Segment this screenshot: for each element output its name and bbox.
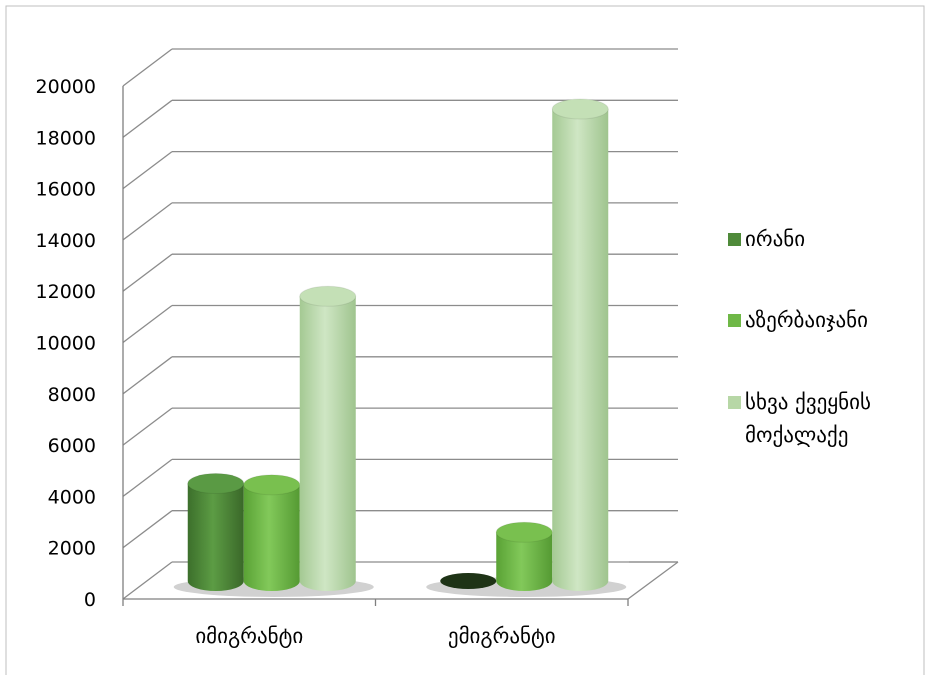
bar — [187, 473, 245, 591]
legend-swatch — [728, 233, 741, 246]
legend-item: ირანი — [728, 227, 805, 251]
y-tick-label: 14000 — [36, 230, 96, 252]
bar-body — [496, 532, 553, 591]
y-tick-label: 20000 — [36, 76, 96, 98]
bar-body — [299, 296, 356, 591]
gridline-diagonal — [122, 48, 173, 87]
gridline-diagonal — [122, 99, 173, 138]
chart-border — [5, 5, 925, 679]
y-tick-label: 0 — [84, 589, 96, 611]
bar-zero-cap — [440, 573, 497, 589]
y-tick-label: 8000 — [48, 384, 96, 406]
y-tick-label: 4000 — [48, 486, 96, 508]
legend-swatch — [728, 314, 741, 327]
bar-body — [552, 109, 609, 591]
legend-item: აზერბაიჯანი — [728, 308, 868, 332]
legend-swatch — [728, 396, 741, 409]
bar-top — [187, 473, 245, 495]
gridline-diagonal — [122, 561, 173, 600]
gridline-diagonal — [122, 407, 173, 446]
bar-top — [243, 474, 301, 496]
legend-label: აზერბაიჯანი — [745, 308, 868, 332]
bar — [495, 521, 553, 591]
x-tick-label: ემიგრანტი — [448, 624, 556, 648]
axes — [122, 86, 629, 606]
gridline-diagonal — [122, 510, 173, 549]
gridline-diagonal — [122, 253, 173, 292]
gridline-diagonal — [122, 458, 173, 497]
y-tick-label: 6000 — [48, 435, 96, 457]
legend: ირანი აზერბაიჯანი სხვა ქვეყნის მოქალაქე — [728, 227, 871, 447]
y-tick-labels: 0 2000 4000 6000 8000 10000 12000 14000 16000 180… — [36, 76, 96, 611]
legend-label: სხვა ქვეყნის — [745, 390, 871, 414]
bar — [299, 285, 357, 591]
y-tick-label: 12000 — [36, 281, 96, 303]
bar-body — [243, 484, 300, 591]
gridline-diagonal — [122, 356, 173, 395]
x-tick-label: იმიგრანტი — [195, 624, 303, 648]
gridline-diagonal — [122, 304, 173, 344]
bar — [440, 573, 497, 589]
legend-label: ირანი — [745, 227, 805, 251]
y-tick-label: 16000 — [36, 179, 96, 201]
floor-edge — [627, 561, 679, 600]
gridline-diagonal — [122, 151, 173, 190]
bar — [551, 98, 609, 591]
y-tick-label: 2000 — [48, 538, 96, 560]
bar — [243, 474, 301, 591]
y-tick-label: 18000 — [36, 127, 96, 149]
bars — [173, 98, 627, 597]
legend-item: სხვა ქვეყნის მოქალაქე — [728, 390, 871, 447]
x-tick-labels: იმიგრანტი ემიგრანტი — [195, 624, 555, 648]
bar-top — [495, 521, 553, 543]
y-tick-label: 10000 — [36, 333, 96, 355]
legend-label: მოქალაქე — [745, 423, 848, 447]
gridline-diagonal — [122, 202, 173, 241]
bar-top — [551, 98, 609, 120]
bar-body — [187, 483, 244, 591]
bar-top — [299, 285, 357, 307]
